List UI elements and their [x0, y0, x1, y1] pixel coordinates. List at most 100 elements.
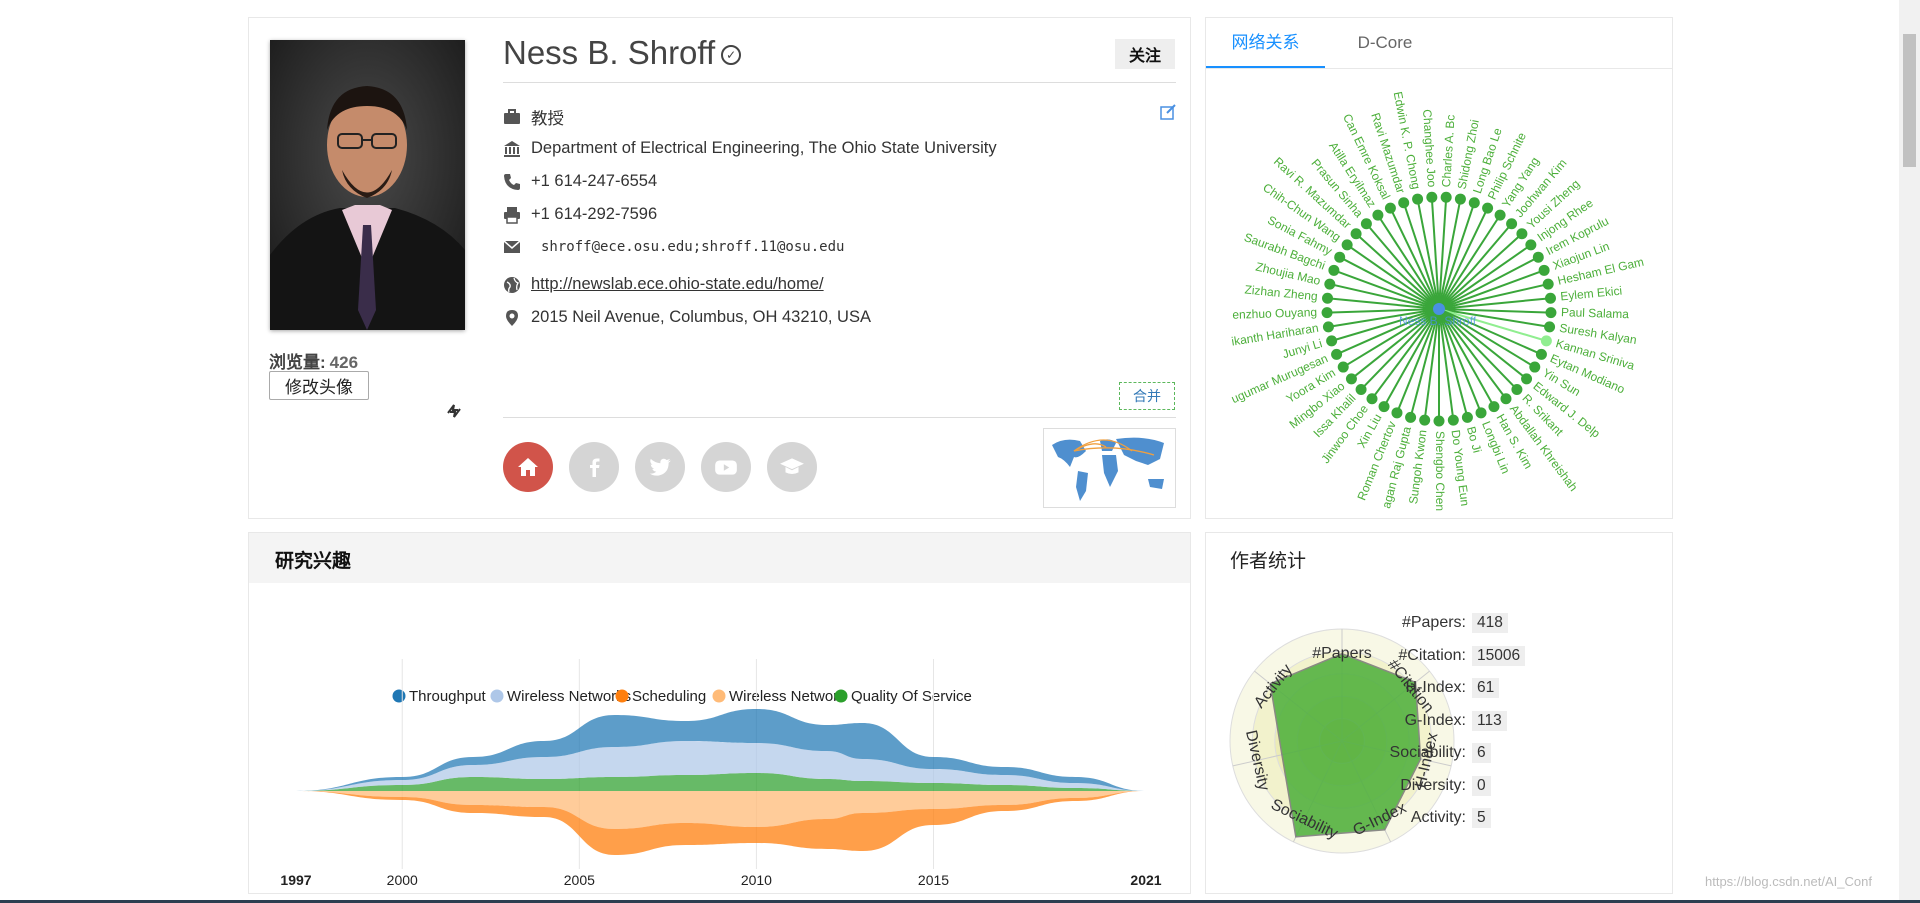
- radar-area: [1269, 652, 1422, 838]
- stream-layer: [296, 791, 1146, 829]
- coauthor-node[interactable]: [1419, 414, 1431, 426]
- coauthor-node[interactable]: [1544, 321, 1556, 333]
- coauthor-node[interactable]: [1355, 383, 1367, 395]
- scrollbar-track[interactable]: [1899, 0, 1920, 903]
- coauthor-node[interactable]: [1516, 228, 1528, 240]
- coauthor-node[interactable]: [1412, 193, 1424, 205]
- coauthor-node[interactable]: [1337, 361, 1349, 373]
- coauthor-node[interactable]: [1511, 383, 1523, 395]
- coauthor-node[interactable]: [1326, 335, 1338, 347]
- axis-tick-label: 2000: [387, 872, 418, 888]
- coauthor-node[interactable]: [1334, 251, 1346, 263]
- stream-layer: [296, 709, 1146, 791]
- homepage-link[interactable]: http://newslab.ece.ohio-state.edu/home/: [531, 275, 824, 293]
- coauthor-node[interactable]: [1500, 393, 1512, 405]
- coauthor-node[interactable]: [1391, 407, 1403, 419]
- scrollbar-thumb[interactable]: [1903, 34, 1916, 167]
- coauthor-edge: [1438, 214, 1501, 310]
- coauthor-node[interactable]: [1322, 321, 1334, 333]
- coauthor-label: Zizhan Zheng: [1244, 282, 1318, 303]
- coauthor-edge: [1438, 283, 1549, 310]
- legend-item: Throughput: [392, 688, 487, 705]
- coauthor-node[interactable]: [1529, 361, 1541, 373]
- swap-icon[interactable]: [444, 401, 464, 426]
- follow-button[interactable]: 关注: [1115, 39, 1175, 69]
- check-circle-icon: ✓: [721, 45, 742, 66]
- edit-icon[interactable]: [1159, 103, 1177, 121]
- coauthor-node[interactable]: [1378, 401, 1390, 413]
- stat-value: 418: [1472, 613, 1508, 633]
- view-count: 浏览量: 426: [269, 348, 358, 373]
- coauthor-node[interactable]: [1538, 264, 1550, 276]
- coauthor-node[interactable]: [1398, 197, 1410, 209]
- research-interest-chart: Throughput Wireless Networks Scheduling Wir…: [280, 659, 1162, 888]
- coauthor-node[interactable]: [1525, 239, 1537, 251]
- coauthor-node[interactable]: [1341, 239, 1353, 251]
- coauthor-node[interactable]: [1540, 335, 1552, 347]
- coauthor-node[interactable]: [1488, 401, 1500, 413]
- coauthor-node[interactable]: [1405, 411, 1417, 423]
- coauthor-node[interactable]: [1433, 415, 1445, 427]
- coauthor-node[interactable]: [1366, 393, 1378, 405]
- coauthor-node[interactable]: [1468, 197, 1480, 209]
- tab-network[interactable]: 网络关系: [1206, 18, 1325, 68]
- coauthor-node[interactable]: [1521, 373, 1533, 385]
- coauthor-node[interactable]: [1426, 191, 1438, 203]
- scholar-icon[interactable]: [767, 442, 817, 492]
- coauthor-node[interactable]: [1482, 202, 1494, 214]
- coauthor-label: Eylem Ekici: [1560, 284, 1623, 304]
- printer-icon: [504, 206, 520, 224]
- coauthor-edge: [1438, 308, 1455, 421]
- coauthor-node[interactable]: [1331, 348, 1343, 360]
- coauthor-edge: [1430, 197, 1440, 310]
- coauthor-node[interactable]: [1384, 202, 1396, 214]
- coauthor-node[interactable]: [1506, 218, 1518, 230]
- coauthor-edge: [1438, 308, 1495, 408]
- coauthor-node[interactable]: [1321, 307, 1333, 319]
- stat-value: 113: [1472, 710, 1507, 731]
- coauthor-label: Changhee Joo: [1420, 109, 1439, 188]
- coauthor-label: enzhuo Ouyang: [1232, 305, 1317, 322]
- tab-dcore[interactable]: D-Core: [1357, 33, 1413, 52]
- stat-label: Diversity:: [1400, 776, 1466, 794]
- coauthor-edge: [1438, 256, 1539, 310]
- coauthor-node[interactable]: [1447, 414, 1459, 426]
- coauthor-label: Paul Salama: [1561, 305, 1630, 321]
- coauthor-edge: [1438, 297, 1551, 310]
- coauthor-node[interactable]: [1542, 278, 1554, 290]
- coauthor-node[interactable]: [1545, 307, 1557, 319]
- coauthor-node[interactable]: [1345, 373, 1357, 385]
- coauthor-edge: [1438, 308, 1550, 328]
- merge-button[interactable]: 合并: [1119, 382, 1175, 410]
- map-pin-icon: [506, 309, 518, 326]
- youtube-icon[interactable]: [701, 442, 751, 492]
- coauthor-node[interactable]: [1535, 348, 1547, 360]
- coauthor-node[interactable]: [1360, 218, 1372, 230]
- coauthor-node[interactable]: [1532, 251, 1544, 263]
- stat-row: Diversity: 0: [1326, 775, 1491, 796]
- radar-axis-label: #Papers: [1312, 645, 1372, 662]
- change-avatar-button[interactable]: 修改头像: [269, 371, 369, 400]
- coauthor-node[interactable]: [1328, 264, 1340, 276]
- coauthor-node[interactable]: [1350, 228, 1362, 240]
- coauthor-node[interactable]: [1475, 407, 1487, 419]
- coauthor-node[interactable]: [1544, 292, 1556, 304]
- coauthor-node[interactable]: [1322, 292, 1334, 304]
- address-row: 2015 Neil Avenue, Columbus, OH 43210, US…: [503, 308, 871, 327]
- axis-tick-label: 2015: [918, 872, 949, 888]
- coauthor-node[interactable]: [1494, 209, 1506, 221]
- coauthor-node[interactable]: [1324, 278, 1336, 290]
- email-row: shroff@ece.osu.edu;shroff.11@osu.edu: [503, 238, 844, 256]
- network-panel: 网络关系 D-Core Charles A. Bc Shidong Zhoi Lon…: [1205, 17, 1673, 519]
- legend-swatch: [834, 689, 848, 703]
- coauthor-node[interactable]: [1440, 191, 1452, 203]
- coauthor-node[interactable]: [1372, 209, 1384, 221]
- world-map-thumbnail[interactable]: [1043, 428, 1176, 508]
- coauthor-node[interactable]: [1461, 411, 1473, 423]
- coauthor-node[interactable]: [1454, 193, 1466, 205]
- home-icon[interactable]: [503, 442, 553, 492]
- facebook-icon[interactable]: [569, 442, 619, 492]
- coauthor-edge: [1438, 308, 1482, 414]
- twitter-icon[interactable]: [635, 442, 685, 492]
